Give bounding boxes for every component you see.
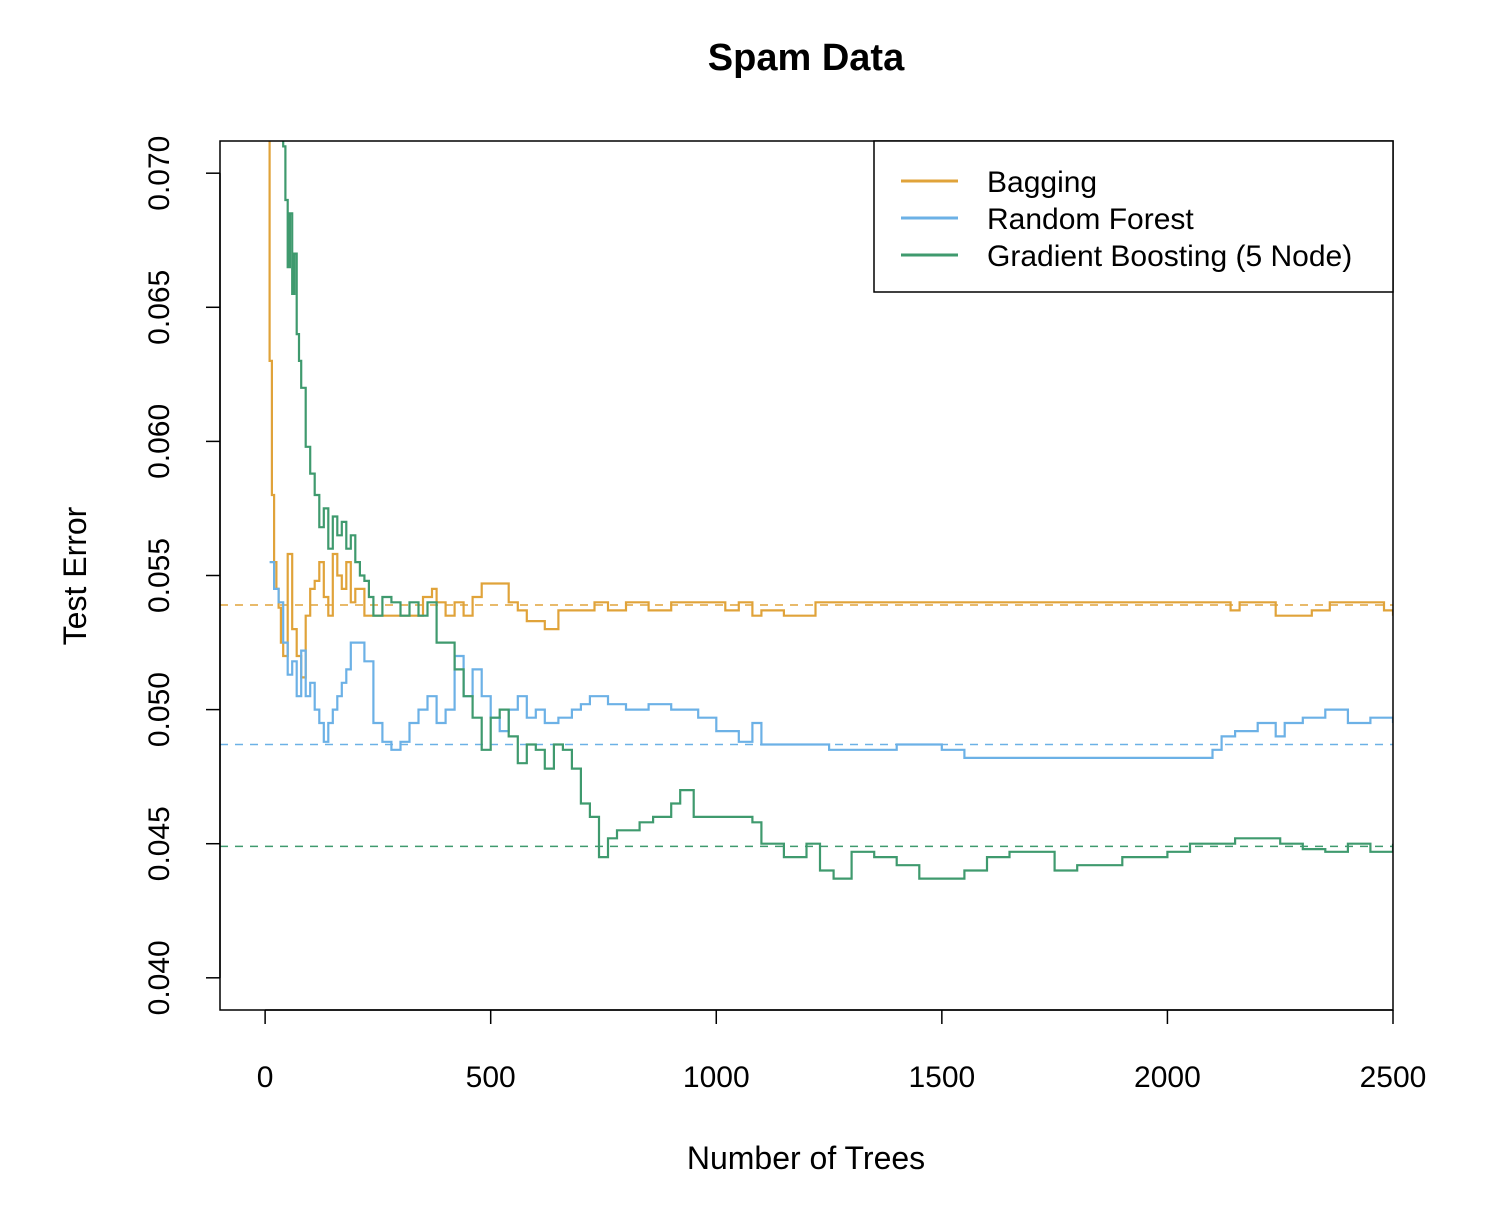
- x-tick-label: 2500: [1360, 1061, 1427, 1094]
- y-tick-label: 0.050: [143, 672, 176, 747]
- x-axis: 0 500 1000 1500 2000 2500: [257, 1009, 1427, 1094]
- x-axis-title: Number of Trees: [687, 1140, 925, 1176]
- legend: Bagging Random Forest Gradient Boosting (5…: [873, 140, 1394, 293]
- x-tick-label: 2000: [1134, 1061, 1201, 1094]
- series-line-1: [269, 561, 1393, 759]
- y-tick-label: 0.065: [143, 270, 176, 345]
- series-line-2: [282, 141, 1393, 880]
- x-tick-label: 0: [257, 1061, 274, 1094]
- legend-label: Gradient Boosting (5 Node): [987, 240, 1352, 273]
- y-tick-label: 0.045: [143, 806, 176, 881]
- y-tick-label: 0.070: [143, 136, 176, 211]
- y-tick-label: 0.040: [143, 940, 176, 1015]
- legend-label: Bagging: [987, 166, 1097, 199]
- legend-box: [873, 140, 1394, 293]
- y-tick-label: 0.055: [143, 538, 176, 613]
- x-tick-label: 1500: [908, 1061, 975, 1094]
- legend-label: Random Forest: [987, 203, 1194, 236]
- x-tick-label: 500: [466, 1061, 516, 1094]
- chart-title: Spam Data: [708, 37, 905, 79]
- y-axis-title: Test Error: [57, 506, 93, 645]
- reference-lines: [220, 604, 1393, 848]
- series-layer: [268, 141, 1393, 880]
- y-tick-label: 0.060: [143, 404, 176, 479]
- y-axis: 0.040 0.045 0.050 0.055 0.060 0.065 0.070: [143, 136, 221, 1015]
- x-tick-label: 1000: [683, 1061, 750, 1094]
